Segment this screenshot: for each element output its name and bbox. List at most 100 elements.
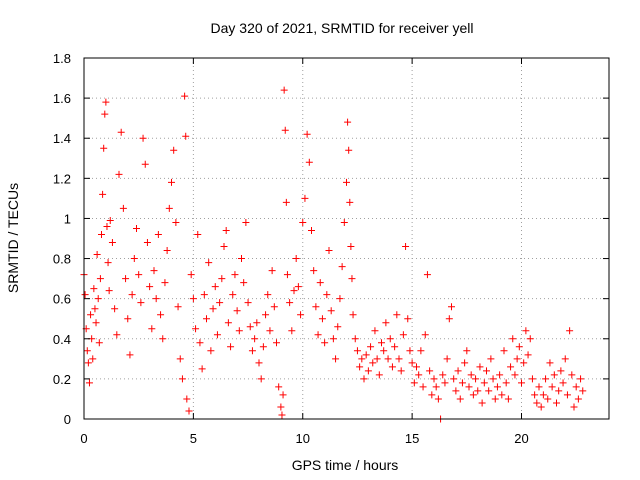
data-point bbox=[105, 287, 113, 295]
y-tick-label: 1.4 bbox=[53, 131, 71, 146]
data-point bbox=[421, 331, 429, 339]
data-point bbox=[178, 375, 186, 383]
data-point bbox=[124, 315, 132, 323]
data-point bbox=[139, 134, 147, 142]
data-point bbox=[561, 355, 569, 363]
data-point bbox=[568, 371, 576, 379]
data-point bbox=[487, 355, 495, 363]
data-point bbox=[238, 255, 245, 263]
data-point bbox=[194, 230, 202, 238]
data-point bbox=[347, 243, 355, 251]
data-point bbox=[432, 383, 440, 391]
data-point bbox=[336, 295, 344, 303]
data-point bbox=[456, 395, 464, 403]
data-point bbox=[327, 307, 335, 315]
data-point bbox=[277, 403, 285, 411]
data-point bbox=[303, 130, 311, 138]
data-point bbox=[413, 363, 420, 371]
data-point bbox=[439, 371, 447, 379]
data-point bbox=[146, 283, 154, 291]
data-point bbox=[469, 391, 477, 399]
data-point bbox=[294, 283, 302, 291]
data-point bbox=[183, 395, 191, 403]
data-point bbox=[96, 275, 104, 283]
data-point bbox=[461, 359, 469, 367]
data-point bbox=[94, 295, 102, 303]
data-point bbox=[483, 367, 490, 375]
data-point bbox=[157, 311, 165, 319]
y-tick-label: 0.4 bbox=[53, 332, 71, 347]
data-point bbox=[113, 331, 121, 339]
data-point bbox=[334, 323, 342, 331]
data-point bbox=[531, 391, 539, 399]
data-point bbox=[445, 315, 453, 323]
data-point bbox=[159, 335, 167, 343]
data-point bbox=[137, 299, 145, 307]
data-point bbox=[83, 347, 91, 355]
data-point bbox=[93, 251, 101, 259]
data-point bbox=[203, 315, 210, 323]
data-point bbox=[89, 355, 97, 363]
data-point bbox=[115, 170, 123, 178]
data-point bbox=[280, 86, 288, 94]
x-tick-label: 20 bbox=[514, 431, 528, 446]
data-point bbox=[143, 239, 151, 247]
data-point bbox=[281, 126, 289, 134]
data-point bbox=[99, 190, 107, 198]
data-point bbox=[382, 319, 390, 327]
data-point bbox=[242, 218, 250, 226]
data-point bbox=[174, 303, 182, 311]
data-point bbox=[133, 224, 140, 232]
data-point bbox=[423, 271, 431, 279]
grid bbox=[84, 58, 609, 419]
data-point bbox=[141, 160, 149, 168]
data-point bbox=[509, 335, 517, 343]
data-point bbox=[205, 259, 213, 267]
data-point bbox=[448, 303, 455, 311]
data-point bbox=[189, 295, 197, 303]
data-point bbox=[305, 158, 313, 166]
data-point bbox=[314, 331, 322, 339]
data-point bbox=[279, 391, 287, 399]
data-point bbox=[441, 379, 449, 387]
data-point bbox=[108, 239, 116, 247]
data-point bbox=[364, 367, 372, 375]
data-point bbox=[101, 110, 109, 118]
data-point bbox=[227, 343, 235, 351]
data-point bbox=[220, 243, 228, 251]
data-point bbox=[528, 375, 536, 383]
data-point bbox=[369, 359, 377, 367]
data-point bbox=[275, 383, 283, 391]
data-point bbox=[511, 371, 519, 379]
data-point bbox=[91, 305, 99, 313]
data-point bbox=[200, 291, 208, 299]
data-point bbox=[454, 367, 462, 375]
data-point bbox=[87, 311, 95, 319]
data-point bbox=[102, 98, 110, 106]
data-point bbox=[185, 407, 193, 415]
data-point bbox=[533, 399, 541, 407]
data-point bbox=[299, 218, 307, 226]
y-axis-ticks: 0 0.2 0.4 0.6 0.8 1 1.2 1.4 1.6 1.8 bbox=[53, 51, 609, 427]
data-point bbox=[255, 359, 263, 367]
data-point bbox=[172, 218, 180, 226]
data-point bbox=[489, 375, 497, 383]
data-point bbox=[388, 363, 396, 371]
data-point bbox=[224, 319, 232, 327]
data-point bbox=[345, 146, 353, 154]
data-point bbox=[218, 275, 226, 283]
data-point bbox=[92, 319, 100, 327]
data-point bbox=[84, 359, 92, 367]
data-point bbox=[553, 399, 560, 407]
data-point bbox=[443, 355, 451, 363]
y-tick-label: 1.6 bbox=[53, 91, 71, 106]
data-point bbox=[262, 311, 270, 319]
data-point bbox=[491, 395, 499, 403]
data-point bbox=[526, 335, 534, 343]
data-point bbox=[95, 339, 103, 347]
data-point bbox=[452, 387, 460, 395]
data-point bbox=[465, 383, 473, 391]
data-point bbox=[283, 271, 291, 279]
data-point bbox=[507, 363, 515, 371]
y-tick-label: 0.2 bbox=[53, 372, 71, 387]
